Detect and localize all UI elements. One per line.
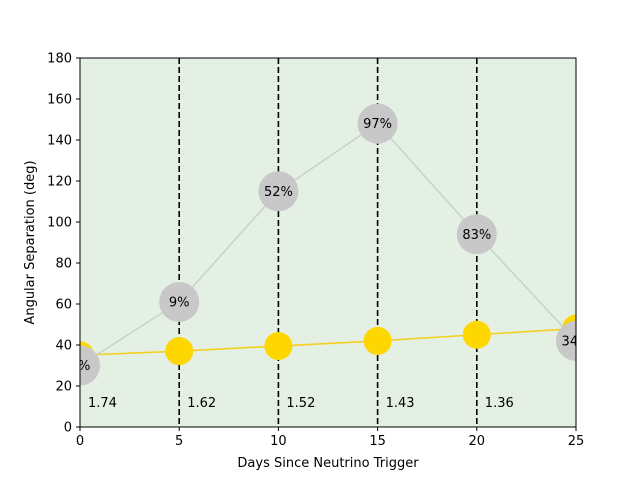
- y-tick-label: 60: [55, 298, 72, 313]
- point-label: 34%: [562, 334, 591, 349]
- y-tick-label: 20: [55, 380, 72, 395]
- x-tick-label: 10: [270, 434, 287, 449]
- annotation-label: 1.62: [187, 396, 216, 411]
- data-point: [258, 171, 299, 212]
- data-point: [264, 332, 293, 361]
- x-tick-label: 15: [369, 434, 386, 449]
- point-label: 83%: [462, 228, 491, 243]
- data-point: [159, 281, 200, 322]
- y-tick-label: 40: [55, 339, 72, 354]
- x-axis: 0 5 10 15 20 25: [76, 427, 584, 449]
- y-tick-label: 160: [47, 93, 72, 108]
- y-tick-label: 120: [47, 175, 72, 190]
- point-label: 52%: [264, 185, 293, 200]
- data-point: [165, 337, 194, 366]
- y-tick-label: 140: [47, 134, 72, 149]
- y-axis-label: Angular Separation (deg): [23, 160, 38, 324]
- x-tick-label: 20: [469, 434, 486, 449]
- data-point: [456, 214, 497, 255]
- x-tick-label: 25: [568, 434, 585, 449]
- plot-frame: [79, 57, 577, 428]
- data-points: 3% 9% 52% 97% 83% 34%: [70, 103, 591, 386]
- annotation-label: 1.74: [88, 396, 117, 411]
- annotation-label: 1.36: [485, 396, 514, 411]
- x-axis-label: Days Since Neutrino Trigger: [237, 456, 419, 471]
- point-label: 97%: [363, 117, 392, 132]
- y-axis: 0 20 40 60 80 100 120 140 160 180: [47, 52, 80, 436]
- data-point: [363, 326, 392, 355]
- x-tick-label: 0: [76, 434, 84, 449]
- series-line: [80, 327, 576, 357]
- data-point: [556, 320, 576, 361]
- x-tick-label: 5: [175, 434, 183, 449]
- y-tick-label: 100: [47, 216, 72, 231]
- data-point: [357, 103, 398, 144]
- annotation-label: 1.43: [386, 396, 415, 411]
- point-label: 3%: [70, 359, 91, 374]
- y-tick-label: 0: [64, 421, 72, 436]
- y-tick-label: 80: [55, 257, 72, 272]
- y-tick-label: 180: [47, 52, 72, 67]
- annotation-label: 1.52: [286, 396, 315, 411]
- data-point: [80, 345, 100, 386]
- point-label: 9%: [169, 295, 190, 310]
- data-point: [462, 320, 491, 349]
- annotations: 1.74 1.62 1.52 1.43 1.36: [88, 396, 514, 411]
- plot-background: [80, 58, 576, 427]
